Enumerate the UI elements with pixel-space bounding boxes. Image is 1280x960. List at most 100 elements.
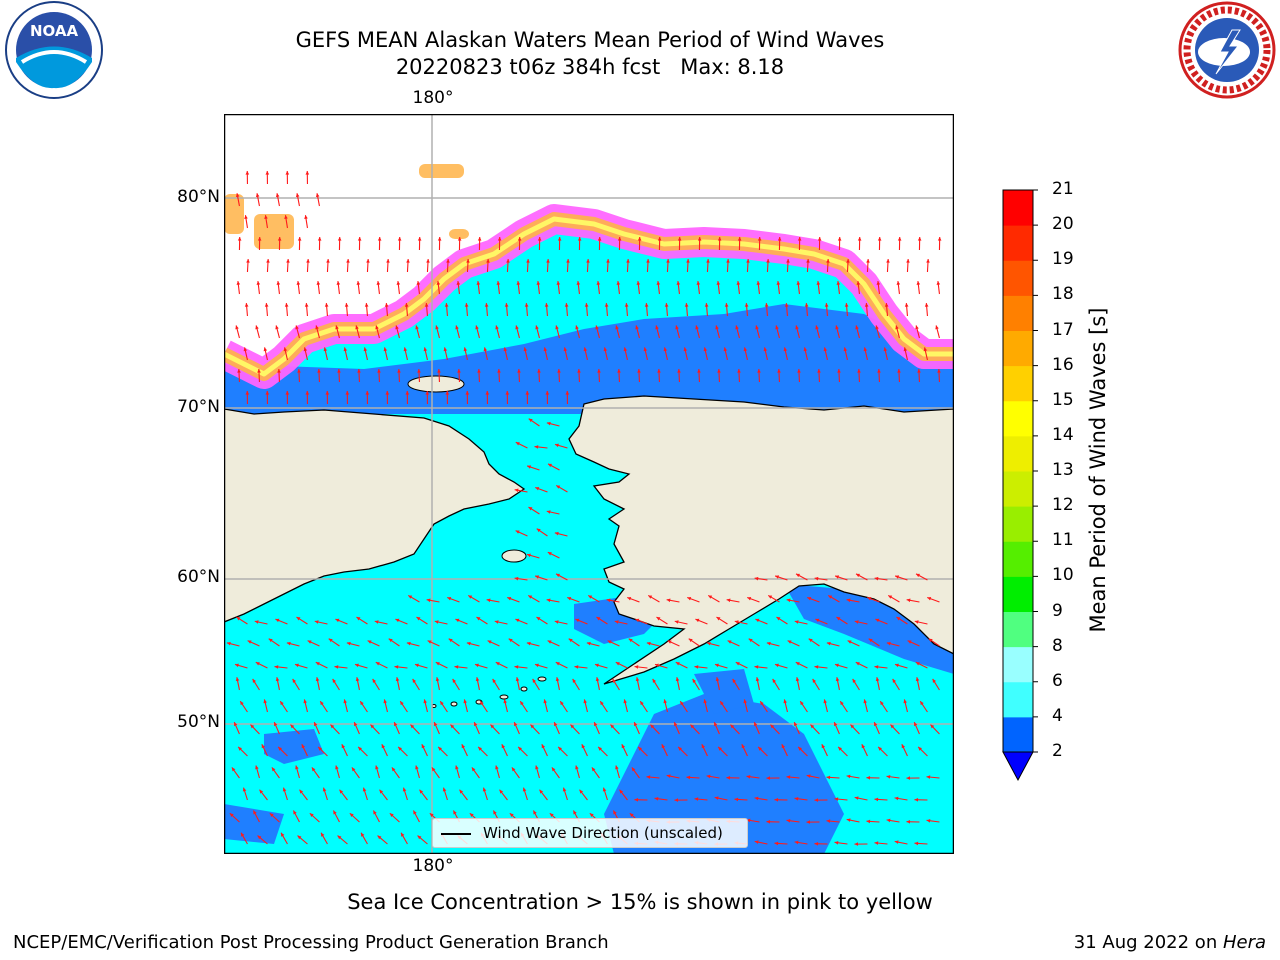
wave-arrow-head	[694, 665, 699, 669]
wave-arrow-head	[229, 813, 234, 817]
wave-arrow-head	[454, 665, 459, 669]
footer-date: 31 Aug 2022 on	[1073, 932, 1223, 953]
wave-arrow-head	[365, 391, 370, 395]
wave-arrow-head	[377, 237, 382, 241]
wave-arrow-head	[666, 774, 671, 778]
wave-arrow-head	[424, 303, 429, 307]
colorbar-tick-label: 13	[1052, 460, 1074, 480]
wave-arrow-head	[878, 746, 882, 751]
wave-arrow-head	[914, 722, 918, 727]
wave-arrow-head	[894, 663, 899, 668]
wave-arrow-head	[536, 281, 541, 285]
wave-arrow-head	[603, 347, 608, 352]
wave-arrow-head	[357, 237, 362, 241]
wave-arrow-head	[307, 640, 312, 644]
wave-arrow-head	[332, 678, 337, 683]
wave-arrow-head	[655, 325, 659, 330]
wave-arrow-head	[389, 813, 394, 817]
wave-arrow-head	[264, 303, 269, 307]
wave-arrow-head	[890, 724, 895, 729]
wave-arrow-head	[619, 789, 624, 794]
wave-arrow-head	[573, 810, 577, 815]
wave-arrow-head	[364, 303, 369, 307]
wave-arrow-head	[504, 303, 509, 307]
wave-arrow-head	[285, 391, 290, 395]
wave-arrow-head	[534, 663, 539, 668]
wave-arrow-head	[677, 237, 682, 241]
wave-arrow-head	[511, 767, 516, 772]
wave-arrow-head	[806, 774, 811, 778]
wave-arrow-head	[565, 391, 570, 395]
wave-arrow-head	[748, 638, 753, 643]
wave-arrow-head	[275, 325, 279, 330]
colorbar-segment	[1003, 506, 1033, 542]
wave-arrow-head	[640, 701, 644, 706]
wave-arrow-head	[328, 638, 333, 643]
wave-arrow-head	[847, 640, 852, 644]
wave-arrow-head	[514, 665, 519, 669]
wave-arrow-head	[435, 325, 439, 330]
wave-arrow-head	[566, 259, 570, 263]
wave-arrow-head	[414, 663, 419, 668]
wave-arrow-head	[325, 391, 330, 395]
wave-arrow-head	[548, 463, 553, 468]
wave-arrow-head	[837, 237, 842, 241]
wave-arrow-head	[877, 369, 881, 373]
wave-arrow-head	[755, 618, 760, 623]
wave-arrow-head	[517, 237, 522, 241]
wave-arrow-head	[375, 765, 379, 770]
wave-arrow-head	[795, 662, 800, 666]
wave-arrow-head	[754, 576, 759, 581]
wave-arrow-head	[895, 575, 900, 579]
wave-arrow-head	[555, 662, 560, 666]
map-legend: Wind Wave Direction (unscaled)	[432, 818, 748, 848]
wave-arrow-head	[875, 618, 880, 623]
wave-arrow-head	[415, 325, 419, 330]
wave-arrow-head	[360, 701, 364, 706]
wave-arrow-head	[814, 798, 819, 802]
wave-arrow-head	[397, 369, 401, 373]
wave-arrow-head	[784, 303, 789, 307]
wave-arrow-head	[626, 259, 630, 263]
low-period-patch	[224, 304, 954, 414]
wave-arrow-head	[886, 818, 891, 823]
wave-arrow-head	[715, 325, 719, 330]
colorbar-tick-label: 14	[1052, 424, 1074, 445]
wave-arrow-head	[237, 369, 241, 373]
wave-arrow-head	[377, 835, 382, 840]
wave-arrow-head	[252, 678, 257, 683]
wave-arrow-head	[334, 665, 339, 669]
wave-arrow-head	[757, 369, 761, 373]
wave-arrow-head	[857, 237, 862, 241]
wave-arrow-head	[714, 722, 718, 727]
low-period-patch	[224, 804, 284, 844]
wave-arrow-head	[876, 281, 881, 285]
wave-arrow-head	[598, 746, 602, 751]
wave-arrow-head	[404, 303, 409, 307]
colorbar-tick-label: 21	[1052, 179, 1074, 199]
wave-arrow-head	[532, 678, 537, 683]
wave-arrow-head	[469, 813, 474, 817]
wave-arrow-head	[376, 281, 381, 285]
wave-arrow-head	[398, 746, 402, 751]
wave-arrow-head	[683, 347, 688, 352]
wave-arrow-head	[344, 303, 349, 307]
wave-arrow-head	[286, 641, 291, 646]
wave-arrow-head	[507, 597, 512, 601]
wave-arrow-head	[575, 765, 579, 770]
wave-arrow-head	[379, 789, 384, 794]
lon-label-top: 180°	[412, 88, 454, 108]
wave-arrow-head	[663, 347, 668, 352]
wave-arrow-head	[675, 662, 680, 666]
wave-arrow-head	[806, 820, 811, 824]
wave-arrow-head	[597, 369, 601, 373]
lat-label-70: 70°N	[177, 397, 220, 417]
wave-arrow-head	[455, 325, 459, 330]
wave-arrow-head	[795, 325, 799, 330]
wave-arrow-head	[794, 620, 799, 624]
wave-arrow-head	[896, 617, 901, 621]
wave-arrow-head	[856, 281, 861, 285]
wave-arrow-head	[530, 724, 535, 729]
wave-arrow-head	[624, 303, 629, 307]
wave-arrow-head	[349, 813, 354, 817]
